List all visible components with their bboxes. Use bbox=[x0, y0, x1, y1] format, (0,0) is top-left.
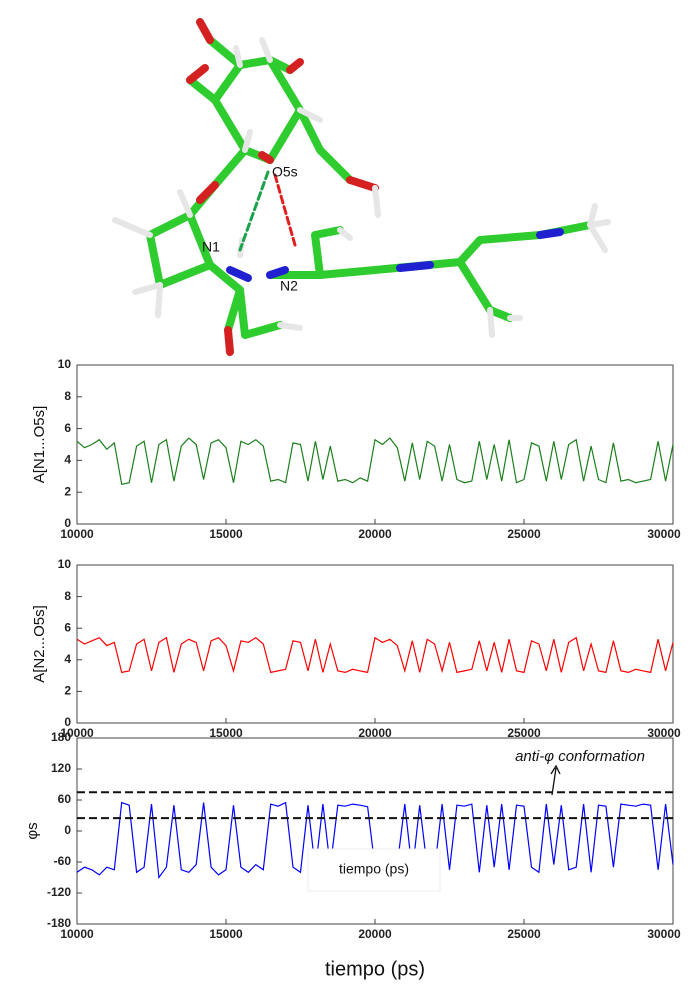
x-tick-label: 20000 bbox=[358, 927, 392, 941]
overlay-label: tiempo (ps) bbox=[339, 861, 409, 877]
x-axis-label: tiempo (ps) bbox=[325, 958, 425, 980]
atom-label: N2 bbox=[280, 278, 298, 294]
y-axis-label: A[N1...O5s] bbox=[31, 406, 48, 484]
y-tick-label: 4 bbox=[64, 453, 71, 467]
y-tick-label: 10 bbox=[58, 357, 72, 371]
y-tick-label: 0 bbox=[64, 823, 71, 837]
y-tick-label: 6 bbox=[64, 620, 71, 634]
y-tick-label: 60 bbox=[58, 792, 72, 806]
y-axis-label: A[N2...O5s] bbox=[31, 605, 48, 683]
y-tick-label: 6 bbox=[64, 421, 71, 435]
x-tick-label: 10000 bbox=[60, 527, 94, 541]
x-tick-label: 30000 bbox=[647, 527, 681, 541]
plot-frame bbox=[77, 365, 673, 524]
plot-frame bbox=[77, 738, 673, 924]
y-tick-label: -60 bbox=[54, 854, 72, 868]
y-tick-label: 4 bbox=[64, 652, 71, 666]
y-tick-label: 180 bbox=[51, 730, 71, 744]
y-axis-label: φs bbox=[24, 822, 41, 839]
figure: O5s N1 N2 0 2 4 6 8 10 10000 15000 20000 25000 300… bbox=[0, 0, 700, 987]
y-tick-label: 10 bbox=[58, 557, 72, 571]
atom-label: O5s bbox=[272, 164, 298, 180]
plot-frame bbox=[77, 565, 673, 723]
y-tick-label: 2 bbox=[64, 684, 71, 698]
x-tick-label: 15000 bbox=[209, 927, 243, 941]
x-tick-label: 25000 bbox=[507, 527, 541, 541]
x-tick-label: 15000 bbox=[209, 527, 243, 541]
x-tick-label: 25000 bbox=[507, 927, 541, 941]
y-tick-label: 120 bbox=[51, 761, 71, 775]
y-tick-label: -120 bbox=[47, 885, 71, 899]
molecule bbox=[115, 22, 608, 352]
x-tick-label: 10000 bbox=[60, 927, 94, 941]
y-tick-label: 2 bbox=[64, 484, 71, 498]
annotation: anti-φ conformation bbox=[515, 748, 645, 765]
atom-label: N1 bbox=[202, 239, 220, 255]
y-tick-label: 8 bbox=[64, 389, 71, 403]
x-tick-label: 20000 bbox=[358, 527, 392, 541]
x-tick-label: 30000 bbox=[647, 927, 681, 941]
y-tick-label: 8 bbox=[64, 589, 71, 603]
